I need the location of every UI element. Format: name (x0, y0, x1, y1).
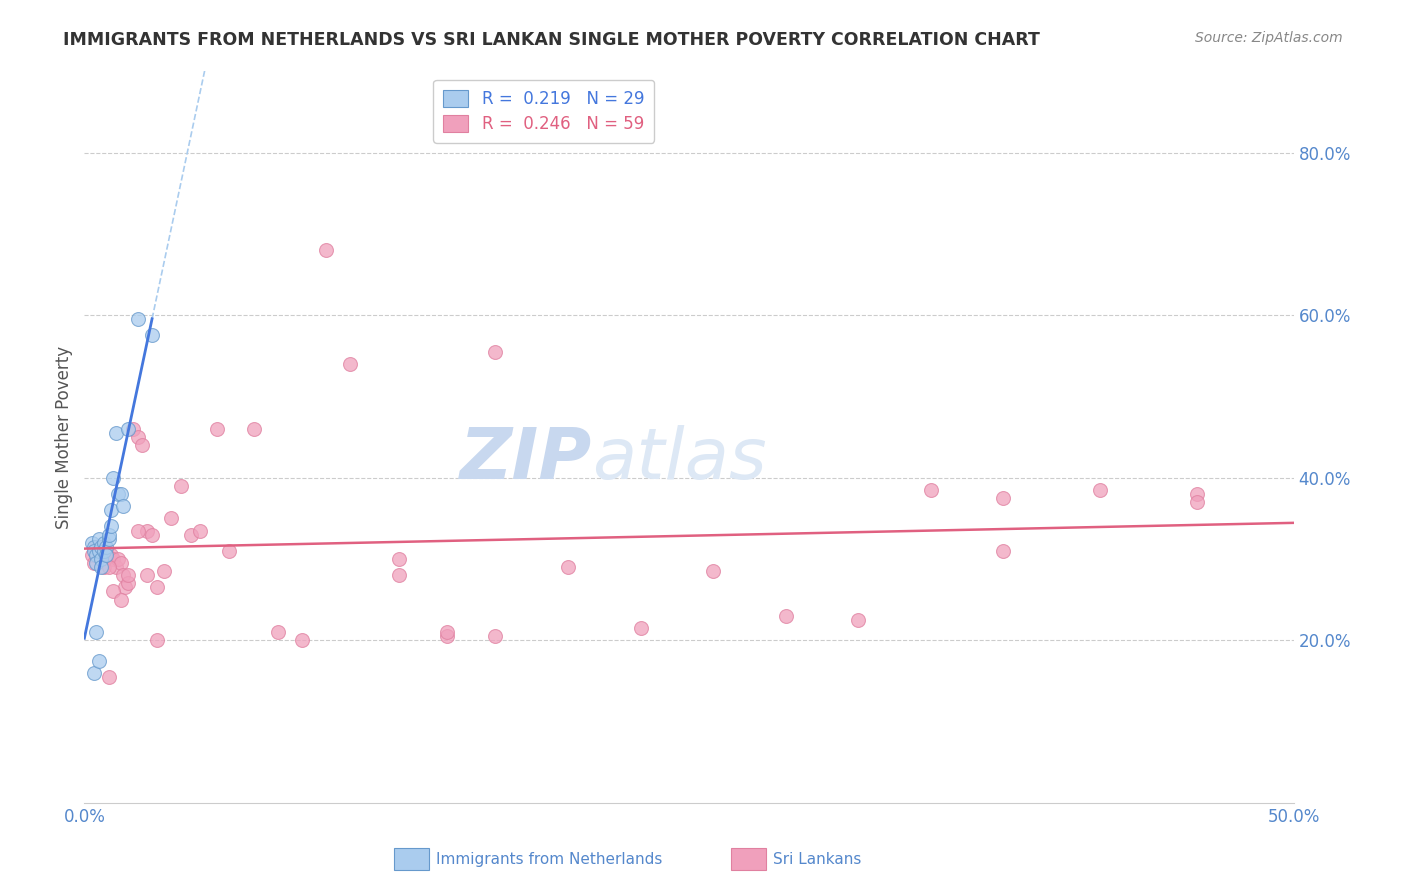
Point (87, 544, 110, 558)
Point (83, 665, 105, 680)
Point (93, 544, 115, 558)
Point (702, 564, 724, 578)
Point (100, 519, 122, 533)
Point (242, 422, 264, 436)
Point (127, 312, 149, 326)
Point (127, 524, 149, 538)
Point (1088, 483, 1111, 497)
Point (87, 654, 110, 668)
Point (107, 552, 129, 566)
Y-axis label: Single Mother Poverty: Single Mother Poverty (55, 345, 73, 529)
Point (388, 568, 411, 582)
Point (80, 535, 103, 549)
Point (436, 625, 458, 640)
Point (97, 532, 120, 546)
Point (180, 527, 202, 541)
Point (100, 503, 122, 517)
Point (107, 487, 129, 501)
Point (153, 564, 176, 578)
Point (100, 548, 122, 562)
Point (97, 670, 120, 684)
Bar (394, 848, 429, 871)
Point (775, 608, 797, 623)
Point (97, 527, 120, 541)
Point (93, 535, 115, 549)
Point (267, 625, 290, 640)
Point (131, 438, 153, 452)
Point (190, 524, 212, 538)
Point (170, 479, 193, 493)
Point (90, 560, 112, 574)
Point (90, 552, 112, 566)
Point (86, 548, 108, 562)
Bar (731, 848, 766, 871)
Point (315, 243, 337, 257)
Point (630, 621, 652, 635)
Point (1185, 487, 1208, 501)
Point (117, 568, 139, 582)
Point (94, 548, 117, 562)
Point (484, 344, 506, 359)
Point (114, 581, 136, 595)
Point (146, 633, 169, 648)
Point (110, 487, 132, 501)
Point (90, 552, 112, 566)
Point (117, 422, 139, 436)
Point (80, 548, 103, 562)
Point (103, 584, 125, 599)
Point (160, 511, 183, 525)
Point (104, 425, 127, 440)
Text: ZIP: ZIP (460, 425, 592, 493)
Text: Source: ZipAtlas.com: Source: ZipAtlas.com (1195, 31, 1343, 45)
Point (136, 524, 159, 538)
Point (86, 540, 108, 554)
Point (112, 499, 135, 513)
Point (110, 556, 132, 570)
Point (117, 576, 139, 591)
Point (484, 629, 506, 643)
Point (207, 422, 229, 436)
Legend: R =  0.219   N = 29, R =  0.246   N = 59: R = 0.219 N = 29, R = 0.246 N = 59 (433, 79, 654, 143)
Point (436, 629, 458, 643)
Point (146, 581, 169, 595)
Point (87, 544, 110, 558)
Point (93, 544, 115, 558)
Point (141, 328, 163, 343)
Point (103, 552, 125, 566)
Text: IMMIGRANTS FROM NETHERLANDS VS SRI LANKAN SINGLE MOTHER POVERTY CORRELATION CHAR: IMMIGRANTS FROM NETHERLANDS VS SRI LANKA… (63, 31, 1040, 49)
Point (83, 544, 105, 558)
Point (86, 625, 108, 640)
Point (83, 556, 105, 570)
Point (218, 544, 240, 558)
Point (136, 568, 159, 582)
Point (920, 483, 942, 497)
Point (87, 532, 110, 546)
Point (846, 613, 869, 627)
Point (90, 540, 112, 554)
Text: atlas: atlas (592, 425, 766, 493)
Text: Sri Lankans: Sri Lankans (773, 852, 862, 867)
Point (94, 544, 117, 558)
Point (339, 357, 361, 371)
Point (993, 544, 1015, 558)
Point (121, 422, 143, 436)
Point (291, 633, 314, 648)
Point (94, 540, 117, 554)
Point (103, 471, 125, 485)
Point (112, 568, 135, 582)
Point (83, 540, 105, 554)
Point (97, 560, 120, 574)
Point (993, 491, 1015, 505)
Text: Immigrants from Netherlands: Immigrants from Netherlands (436, 852, 662, 867)
Point (93, 560, 115, 574)
Point (557, 560, 579, 574)
Point (110, 592, 132, 607)
Point (141, 527, 163, 541)
Point (1185, 495, 1208, 509)
Point (104, 560, 127, 574)
Point (127, 430, 149, 444)
Point (388, 552, 411, 566)
Point (86, 556, 108, 570)
